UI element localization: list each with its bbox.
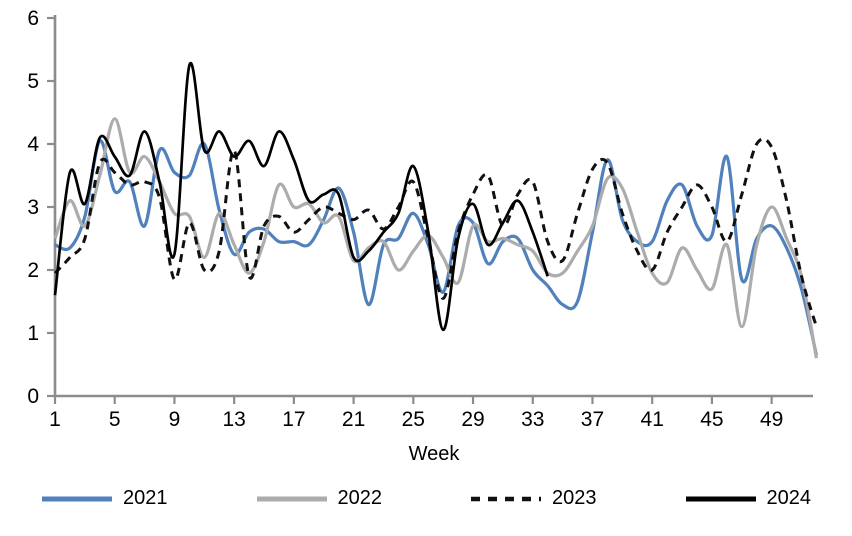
series-line-2021: [54, 139, 818, 356]
y-tick-label: 6: [27, 7, 39, 30]
x-tick-label: 17: [282, 408, 305, 431]
x-tick-label: 49: [760, 408, 783, 431]
legend-item-2024: 2024: [685, 487, 812, 510]
legend-swatch-2024: [685, 496, 756, 501]
legend-item-2021: 2021: [41, 487, 168, 510]
x-tick-label: 25: [402, 408, 425, 431]
y-tick-label: 5: [27, 70, 39, 93]
x-tick-label: 13: [222, 408, 245, 431]
legend-item-2022: 2022: [256, 487, 383, 510]
x-axis-title: Week: [408, 443, 460, 465]
y-tick-label: 1: [27, 322, 39, 345]
x-tick-label: 41: [641, 408, 664, 431]
legend-label: 2023: [552, 487, 597, 509]
legend-item-2023: 2023: [470, 487, 597, 510]
y-tick-label: 0: [27, 385, 39, 408]
legend-label: 2022: [337, 487, 383, 509]
legend-swatch-2021: [42, 496, 112, 501]
y-tick-label: 3: [27, 196, 39, 219]
legend-swatch-2023: [471, 496, 541, 501]
x-tick-label: 33: [521, 408, 544, 431]
legend-label: 2024: [766, 487, 812, 509]
x-tick-label: 29: [461, 408, 484, 431]
x-tick-label: 37: [581, 408, 604, 431]
x-tick-label: 45: [700, 408, 723, 431]
x-tick-label: 9: [169, 408, 181, 431]
series-line-2022: [53, 117, 818, 359]
x-tick-label: 1: [49, 408, 61, 431]
legend: 2021 2022 2023 2024: [0, 487, 852, 510]
x-tick-label: 5: [109, 408, 121, 431]
series-line-2024: [53, 61, 549, 332]
y-tick-label: 4: [27, 133, 39, 156]
x-tick-label: 21: [342, 408, 365, 431]
legend-swatch-2022: [256, 496, 327, 501]
y-tick-label: 2: [27, 259, 39, 282]
legend-label: 2021: [123, 487, 168, 509]
